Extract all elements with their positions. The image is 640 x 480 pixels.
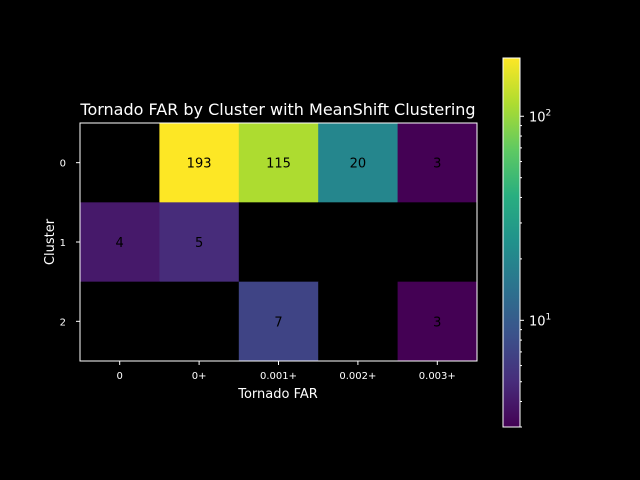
colorbar xyxy=(502,57,521,428)
x-tick-label: 0.002+ xyxy=(339,371,376,382)
heatmap-cell xyxy=(159,202,240,283)
heatmap-cell xyxy=(80,202,160,283)
cell-value-label: 193 xyxy=(187,157,212,172)
heatmap-cells xyxy=(80,123,478,362)
heatmap-cell xyxy=(397,123,478,203)
colorbar-ticks: 101 102 xyxy=(520,108,551,428)
heatmap-cell xyxy=(80,281,160,362)
heatmap-cell xyxy=(318,281,399,362)
colorbar-tick-label: 102 xyxy=(529,108,551,125)
cell-labels: 193 115 20 3 4 5 7 3 xyxy=(116,157,442,331)
colorbar-tick-label: 101 xyxy=(529,312,551,329)
x-tick-label: 0.003+ xyxy=(419,371,456,382)
heatmap-cell xyxy=(238,202,319,283)
y-axis-ticks: 0 1 2 xyxy=(60,159,80,328)
y-axis-label: Cluster xyxy=(43,218,58,265)
heatmap-cell xyxy=(397,202,478,283)
heatmap-cell xyxy=(80,123,160,203)
cell-value-label: 7 xyxy=(274,315,282,330)
x-tick-label: 0 xyxy=(117,371,123,382)
chart-title: Tornado FAR by Cluster with MeanShift Cl… xyxy=(79,100,475,119)
x-axis-label: Tornado FAR xyxy=(237,387,318,402)
heatmap-cell xyxy=(318,123,399,203)
heatmap-cell xyxy=(159,281,240,362)
cell-value-label: 20 xyxy=(350,157,367,172)
cell-value-label: 3 xyxy=(433,157,441,172)
cell-value-label: 115 xyxy=(266,157,291,172)
cell-value-label: 3 xyxy=(433,315,441,330)
heatmap-cell xyxy=(397,281,478,362)
cell-value-label: 5 xyxy=(195,236,203,251)
x-tick-label: 0.001+ xyxy=(260,371,297,382)
cell-value-label: 4 xyxy=(116,236,124,251)
y-tick-label: 0 xyxy=(60,159,66,170)
y-tick-label: 1 xyxy=(60,238,66,249)
heatmap-cell xyxy=(238,281,319,362)
heatmap-cell xyxy=(238,123,319,203)
heatmap-cell xyxy=(318,202,399,283)
x-axis-ticks: 0 0+ 0.001+ 0.002+ 0.003+ xyxy=(117,361,456,382)
heatmap-cell xyxy=(159,123,240,203)
y-tick-label: 2 xyxy=(60,317,66,328)
x-tick-label: 0+ xyxy=(192,371,207,382)
